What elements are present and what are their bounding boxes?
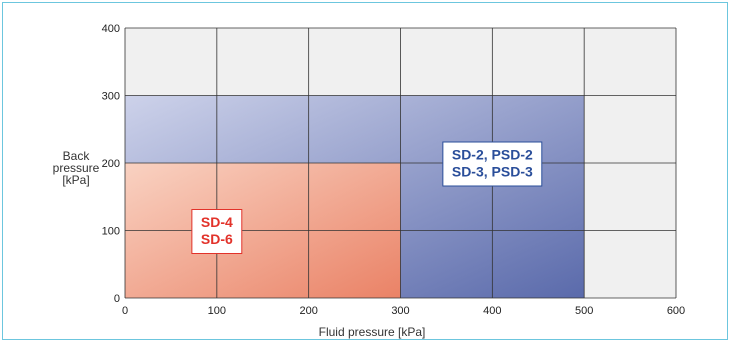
region-label-1-line-2: SD-3, PSD-3 — [452, 164, 533, 180]
y-axis-label-line-1: Back — [63, 149, 91, 163]
region-label-1-line-1: SD-2, PSD-2 — [452, 147, 533, 163]
y-tick-label-2: 200 — [102, 158, 120, 170]
x-tick-label-2: 200 — [299, 305, 317, 317]
y-tick-label-0: 0 — [114, 293, 120, 305]
region-label-2-line-1: SD-4 — [201, 214, 233, 230]
x-tick-label-0: 0 — [122, 305, 128, 317]
y-tick-label-3: 300 — [102, 91, 120, 103]
region-label-2-line-2: SD-6 — [201, 231, 233, 247]
y-axis-label-line-2: pressure — [53, 161, 100, 175]
y-axis-label-line-3: [kPa] — [62, 173, 89, 187]
region-label-box-1 — [442, 141, 543, 187]
x-tick-label-5: 500 — [575, 305, 593, 317]
x-tick-label-3: 300 — [391, 305, 409, 317]
y-tick-label-4: 400 — [102, 23, 120, 35]
x-tick-label-1: 100 — [208, 305, 226, 317]
region-label-2: SD-4SD-6 — [191, 209, 243, 254]
region-label-box-2 — [191, 209, 243, 254]
x-tick-label-6: 600 — [667, 305, 685, 317]
y-tick-label-1: 100 — [102, 226, 120, 238]
x-tick-label-4: 400 — [483, 305, 501, 317]
region-label-1: SD-2, PSD-2SD-3, PSD-3 — [442, 141, 543, 187]
x-axis-label: Fluid pressure [kPa] — [319, 325, 426, 339]
